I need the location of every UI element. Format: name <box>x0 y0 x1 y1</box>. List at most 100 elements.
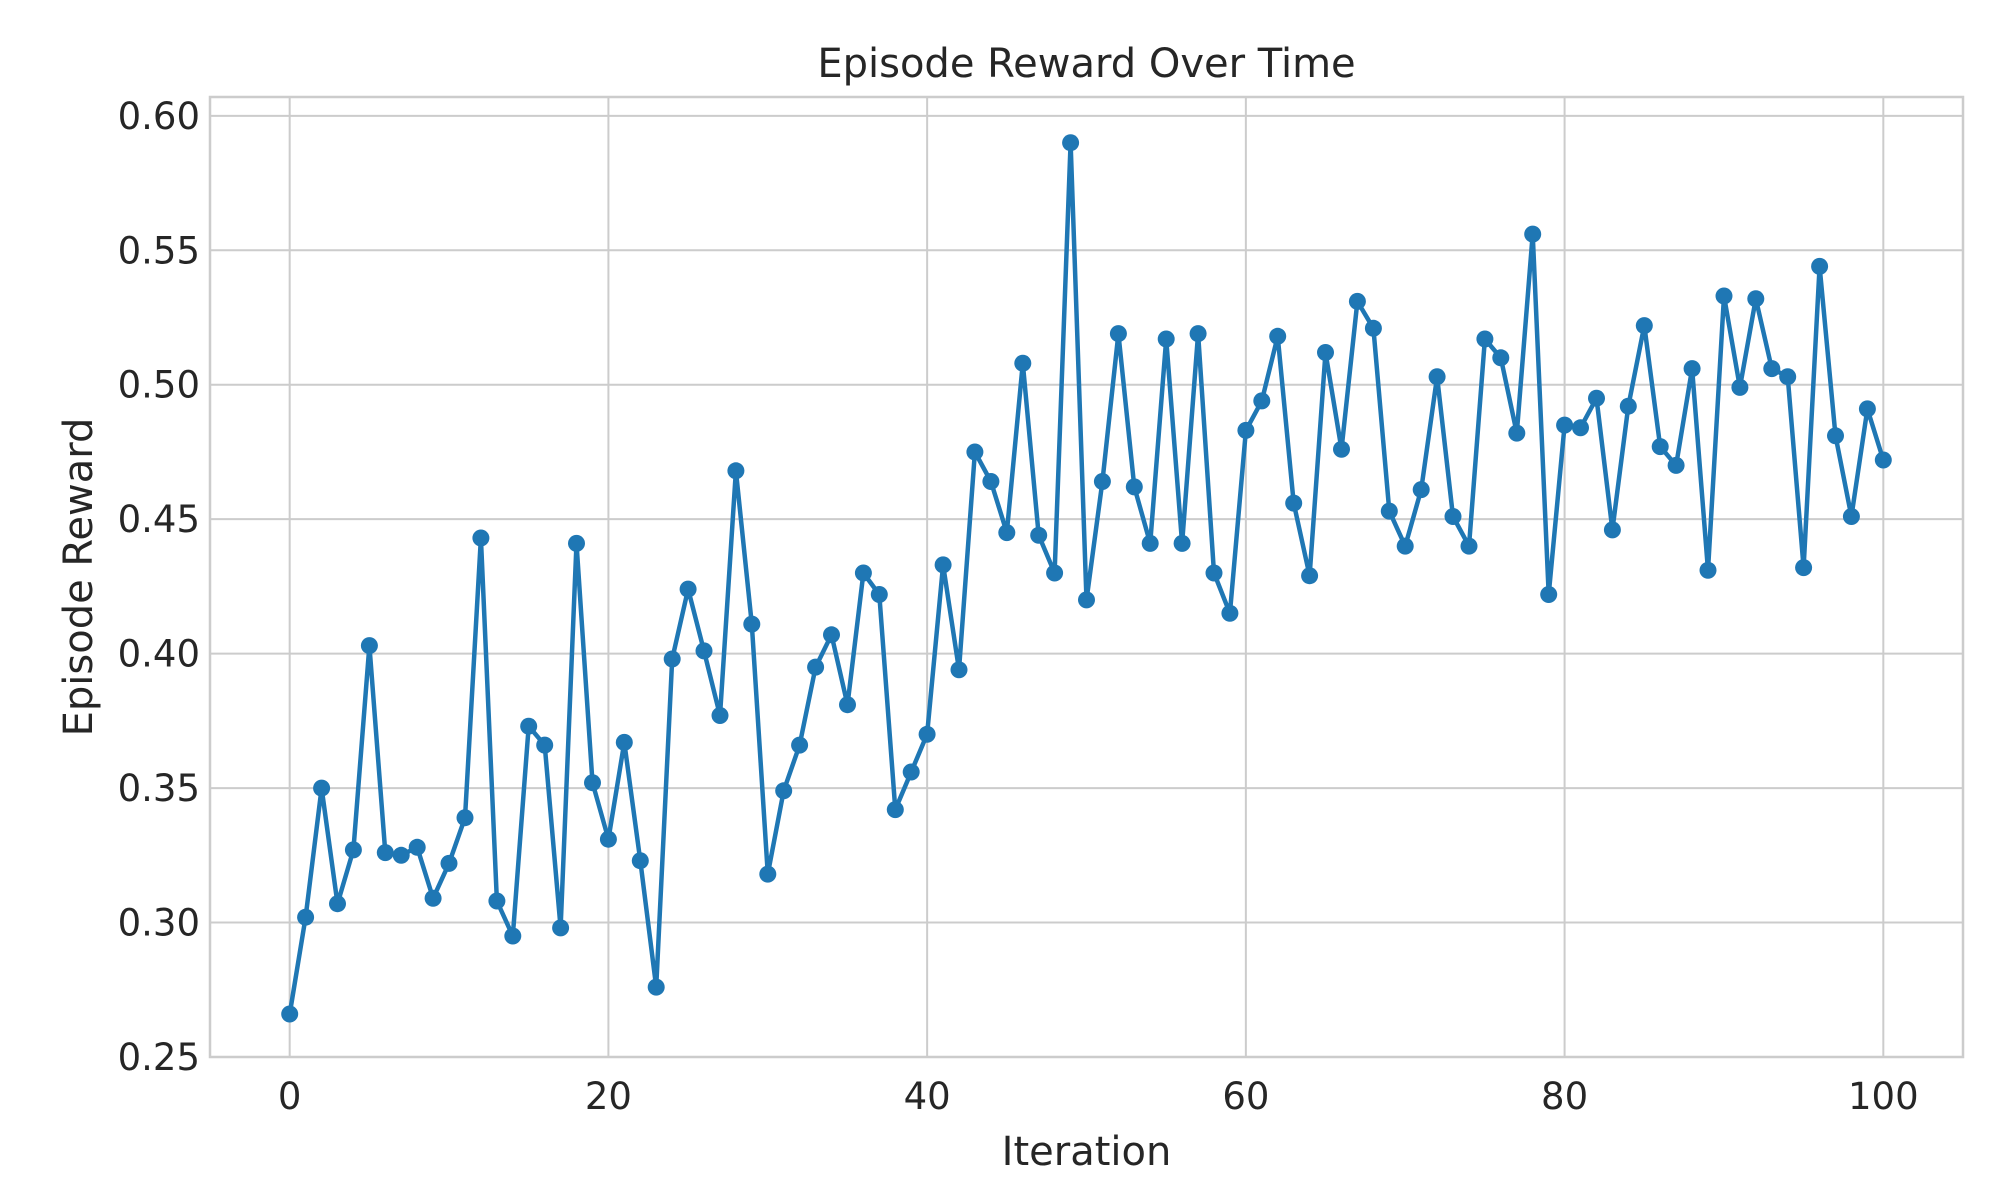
data-point <box>854 564 872 582</box>
data-point <box>1014 354 1032 372</box>
x-axis-ticks: 0 20 40 60 80 100 <box>278 1075 1919 1118</box>
data-point <box>759 865 777 883</box>
data-point <box>1476 330 1494 348</box>
data-point <box>902 763 920 781</box>
data-point <box>344 841 362 859</box>
y-tick-label: 0.60 <box>118 95 200 138</box>
data-point <box>1747 290 1765 308</box>
data-point <box>552 919 570 937</box>
data-point <box>663 650 681 668</box>
data-point <box>807 658 825 676</box>
data-point <box>536 736 554 754</box>
data-point <box>966 443 984 461</box>
y-tick-label: 0.40 <box>118 633 200 676</box>
data-point <box>424 889 442 907</box>
data-point <box>329 895 346 913</box>
data-point <box>1428 368 1446 386</box>
data-point <box>1683 360 1701 378</box>
data-point <box>1524 225 1542 243</box>
data-point <box>281 1005 299 1023</box>
x-tick-label: 100 <box>1848 1075 1919 1118</box>
series <box>281 134 1892 1023</box>
y-axis-ticks: 0.25 0.30 0.35 0.40 0.45 0.50 0.55 0.60 <box>118 95 200 1079</box>
data-point <box>1237 421 1255 439</box>
data-point <box>918 725 936 743</box>
data-point <box>1285 494 1303 512</box>
data-point <box>1221 604 1239 622</box>
data-point <box>504 927 522 945</box>
data-point <box>1078 591 1095 609</box>
data-point <box>1874 451 1892 469</box>
data-point <box>631 852 649 870</box>
data-point <box>791 736 809 754</box>
data-point <box>823 626 840 644</box>
x-tick-label: 60 <box>1222 1075 1269 1118</box>
data-point <box>839 696 856 714</box>
data-point <box>1795 559 1813 577</box>
data-point <box>1731 378 1749 396</box>
data-point <box>313 779 331 797</box>
data-point <box>1173 534 1191 552</box>
data-point <box>1125 478 1143 496</box>
y-tick-label: 0.30 <box>118 902 200 945</box>
data-point <box>615 733 633 751</box>
data-point <box>1556 416 1574 434</box>
chart-title: Episode Reward Over Time <box>817 41 1355 87</box>
data-point <box>998 524 1016 542</box>
data-point <box>1333 440 1350 458</box>
data-point <box>1667 456 1685 474</box>
data-point <box>1253 392 1271 410</box>
data-point <box>1269 327 1287 345</box>
y-tick-label: 0.25 <box>118 1036 200 1079</box>
grid <box>210 97 1963 1058</box>
x-tick-label: 40 <box>904 1075 951 1118</box>
y-tick-label: 0.45 <box>118 498 200 541</box>
data-point <box>408 838 426 856</box>
data-point <box>1699 561 1717 579</box>
data-point <box>1364 319 1382 337</box>
data-point <box>456 809 474 827</box>
data-point <box>599 830 617 848</box>
data-point <box>1508 424 1526 442</box>
data-point <box>1157 330 1175 348</box>
plot-frame <box>208 95 1965 1059</box>
data-point <box>647 978 665 996</box>
data-point <box>1588 389 1605 407</box>
data-point <box>870 586 888 603</box>
data-point <box>982 473 1000 490</box>
y-tick-label: 0.50 <box>118 364 200 407</box>
data-point <box>297 908 315 926</box>
series-line <box>287 140 1886 1015</box>
data-point <box>1827 427 1844 445</box>
data-point <box>1811 257 1829 275</box>
data-point <box>1380 502 1398 520</box>
x-tick-label: 20 <box>585 1075 632 1118</box>
data-point <box>1779 368 1797 386</box>
data-point <box>376 844 394 862</box>
data-point <box>679 580 697 598</box>
data-point <box>472 529 490 547</box>
data-point <box>360 637 378 655</box>
data-point <box>1348 292 1366 310</box>
data-point <box>886 801 904 819</box>
data-point <box>775 782 793 800</box>
data-point <box>950 661 968 679</box>
data-point <box>440 854 458 872</box>
data-point <box>1715 287 1733 305</box>
data-point <box>568 534 585 552</box>
x-axis-title: Iteration <box>1002 1129 1172 1175</box>
y-axis-title: Episode Reward <box>56 418 102 737</box>
data-point <box>695 642 713 660</box>
data-point <box>1205 564 1223 582</box>
data-point <box>1141 534 1159 552</box>
data-point <box>727 462 745 480</box>
data-point <box>1619 397 1637 415</box>
data-point <box>392 846 410 864</box>
data-point <box>584 774 601 792</box>
data-point <box>1492 349 1510 367</box>
x-tick-label: 0 <box>278 1075 302 1118</box>
data-point <box>488 892 506 910</box>
data-point <box>1062 134 1080 152</box>
